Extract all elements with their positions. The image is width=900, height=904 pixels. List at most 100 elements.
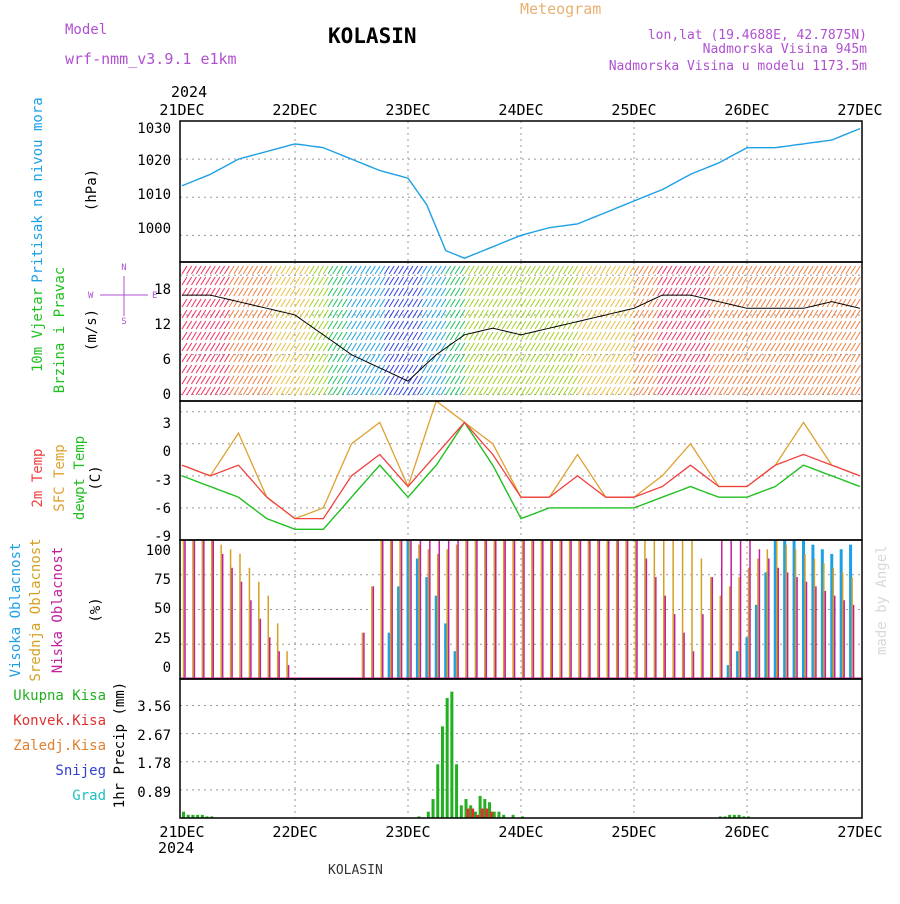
wind-barb-24-10 <box>294 375 301 385</box>
wind-barb-83-2 <box>572 287 579 297</box>
wind-barb-139-8 <box>836 353 842 363</box>
wind-barb-20-0 <box>275 265 282 275</box>
wind-barb-85-9 <box>581 364 588 374</box>
station-title: KOLASIN <box>328 24 417 48</box>
wind-barb-25-11 <box>299 386 306 396</box>
wind-barb-115-1 <box>723 276 729 286</box>
wind-barb-83-3 <box>572 298 579 308</box>
wind-barb-127-0 <box>779 265 786 275</box>
wind-barb-81-5 <box>562 320 569 330</box>
wind-barb-100-11 <box>652 386 659 396</box>
wind-barb-67-6 <box>497 331 503 341</box>
wind-barb-63-4 <box>478 309 485 319</box>
wind-barb-63-11 <box>478 386 485 396</box>
wind-barb-52-10 <box>426 375 433 385</box>
wind-barb-124-10 <box>765 375 772 385</box>
wind-barb-92-5 <box>614 320 621 330</box>
legend-snow: Snijeg <box>55 763 106 779</box>
wind-barb-41-1 <box>374 276 381 286</box>
wind-barb-22-3 <box>285 298 292 308</box>
wind-barb-116-2 <box>727 287 734 297</box>
wind-barb-135-0 <box>817 265 824 275</box>
wind-barb-3-6 <box>195 331 202 341</box>
wind-barb-20-9 <box>275 364 282 374</box>
wind-barb-111-2 <box>704 287 711 297</box>
wind-barb-37-3 <box>355 298 362 308</box>
wind-barb-142-3 <box>850 298 857 308</box>
wind-barb-97-4 <box>638 309 645 319</box>
wind-barb-29-5 <box>318 320 324 330</box>
wind-barb-118-5 <box>737 320 744 330</box>
wind-barb-93-6 <box>619 331 626 341</box>
wind-barb-78-3 <box>548 298 555 308</box>
wind-barb-131-3 <box>798 298 805 308</box>
wind-barb-21-6 <box>280 331 287 341</box>
wind-barb-31-4 <box>327 309 334 319</box>
precip-panel-frame <box>179 678 863 819</box>
wind-barb-141-8 <box>845 353 852 363</box>
wind-barb-15-1 <box>252 276 259 286</box>
pressure-panel-frame <box>179 120 863 263</box>
precip-bar-0-31 <box>737 814 741 818</box>
wind-barb-45-10 <box>393 375 400 385</box>
wind-barb-88-8 <box>595 353 602 363</box>
wind-barb-6-9 <box>209 364 216 374</box>
wind-barb-39-0 <box>365 265 372 275</box>
wind-barb-60-5 <box>464 320 470 330</box>
wind-barb-74-1 <box>529 276 536 286</box>
wind-barb-94-1 <box>624 276 631 286</box>
wind-barb-90-6 <box>605 331 612 341</box>
wind-barb-78-11 <box>548 386 555 396</box>
wind-barb-8-0 <box>219 265 226 275</box>
wind-barb-107-10 <box>685 375 692 385</box>
wind-barb-17-1 <box>261 276 268 286</box>
wind-barb-94-0 <box>624 265 631 275</box>
wind-barb-133-7 <box>807 342 814 352</box>
wind-barb-127-3 <box>779 298 786 308</box>
xtick-top-0: 21DEC <box>159 101 204 119</box>
wind-barb-21-5 <box>280 320 287 330</box>
wind-barb-107-11 <box>685 386 692 396</box>
wind-barb-39-6 <box>365 331 372 341</box>
wind-barb-5-11 <box>205 386 211 396</box>
wind-barb-143-11 <box>854 386 861 396</box>
wind-barb-16-6 <box>256 331 263 341</box>
wind-barb-116-11 <box>727 386 734 396</box>
wind-barb-126-4 <box>774 309 781 319</box>
wind-barb-5-9 <box>205 364 211 374</box>
precip-bar-0-21 <box>488 802 492 818</box>
wind-barb-24-6 <box>294 331 301 341</box>
wind-barb-123-10 <box>760 375 767 385</box>
wind-barb-4-6 <box>200 331 207 341</box>
wind-barb-135-3 <box>817 298 824 308</box>
wind-barb-97-11 <box>638 386 645 396</box>
wind-barb-6-10 <box>209 375 216 385</box>
wind-barb-34-2 <box>341 287 348 297</box>
wind-barb-60-3 <box>464 298 470 308</box>
wind-barb-67-8 <box>497 353 503 363</box>
wind-barb-10-10 <box>228 375 235 385</box>
wind-barb-56-1 <box>445 276 452 286</box>
wind-barb-108-8 <box>690 353 696 363</box>
wind-barb-49-1 <box>412 276 419 286</box>
wind-barb-73-6 <box>525 331 532 341</box>
wind-barb-35-6 <box>346 331 353 341</box>
wind-barb-130-10 <box>793 375 800 385</box>
wind-barb-126-3 <box>774 298 781 308</box>
wind-barb-104-5 <box>671 320 678 330</box>
wind-barb-58-2 <box>454 287 461 297</box>
wind-barb-108-6 <box>690 331 696 341</box>
wind-barb-75-8 <box>534 353 541 363</box>
wind-barb-134-2 <box>812 287 819 297</box>
wind-barb-42-1 <box>379 276 386 286</box>
wind-label-2: Brzina i Pravac <box>52 267 68 393</box>
wind-barb-86-9 <box>586 364 593 374</box>
wind-barb-1-11 <box>186 386 193 396</box>
wind-barb-108-10 <box>690 375 696 385</box>
wind-barb-72-11 <box>520 386 527 396</box>
precip-bar-0-19 <box>478 795 482 818</box>
ytick-cloud-2: 50 <box>154 601 171 617</box>
wind-barb-34-7 <box>341 342 348 352</box>
wind-barb-51-4 <box>421 309 428 319</box>
precip-bar-0-22 <box>492 811 496 818</box>
